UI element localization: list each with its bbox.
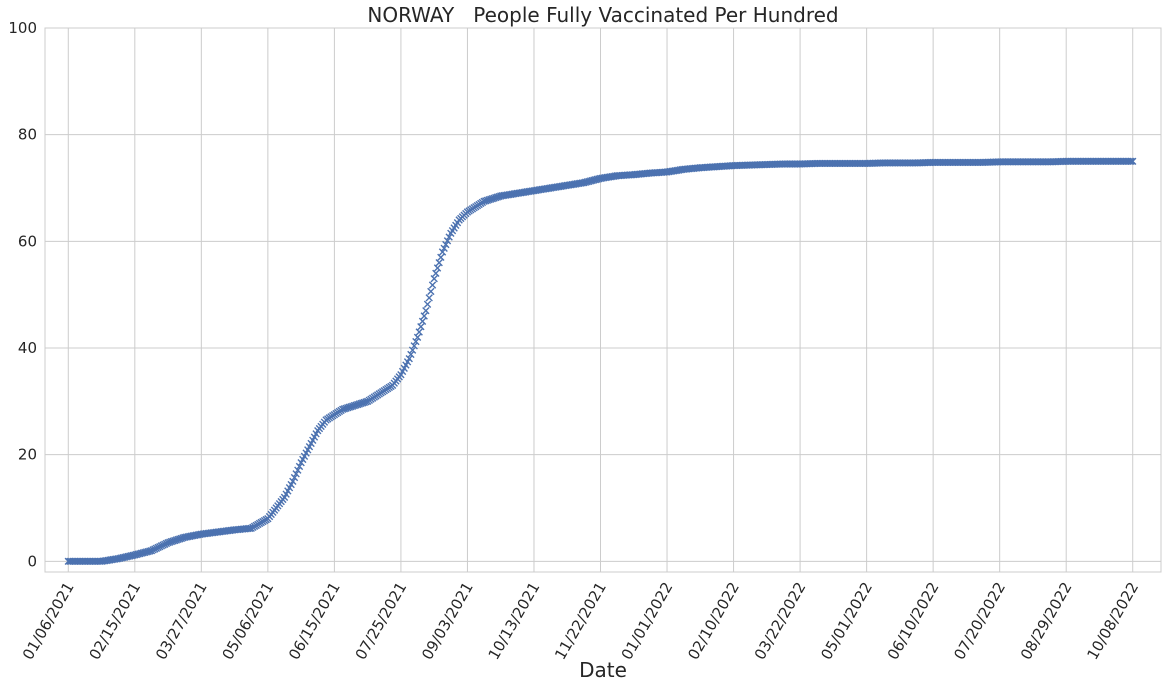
data-point bbox=[422, 306, 430, 315]
y-tick-label: 20 bbox=[18, 446, 37, 464]
data-point bbox=[415, 328, 423, 336]
data-point bbox=[408, 346, 417, 354]
data-point bbox=[425, 294, 433, 302]
data-point bbox=[1127, 157, 1135, 166]
data-point bbox=[407, 350, 415, 359]
data-point bbox=[427, 287, 435, 296]
data-point bbox=[435, 258, 443, 267]
y-tick-label: 80 bbox=[18, 126, 37, 144]
data-points bbox=[64, 157, 1137, 566]
data-point bbox=[294, 466, 302, 474]
data-point bbox=[437, 253, 445, 262]
data-point bbox=[290, 473, 299, 482]
chart-title: NORWAY People Fully Vaccinated Per Hundr… bbox=[367, 3, 838, 27]
data-point bbox=[417, 322, 425, 331]
data-point bbox=[289, 477, 297, 486]
data-point bbox=[440, 244, 448, 252]
data-point bbox=[410, 342, 418, 350]
data-point bbox=[1129, 157, 1137, 166]
data-point bbox=[443, 237, 452, 245]
y-tick-label: 60 bbox=[18, 232, 37, 250]
data-point bbox=[418, 317, 427, 326]
plot-frame bbox=[44, 27, 1162, 573]
data-point bbox=[420, 312, 428, 320]
y-tick-label: 0 bbox=[27, 552, 37, 570]
data-point bbox=[442, 240, 450, 249]
data-point bbox=[405, 354, 413, 363]
y-tick-label: 100 bbox=[8, 19, 37, 37]
data-point bbox=[412, 337, 420, 346]
data-point bbox=[423, 300, 432, 308]
data-point bbox=[413, 333, 422, 342]
data-point bbox=[295, 462, 304, 471]
data-point bbox=[430, 274, 438, 283]
data-point bbox=[428, 281, 437, 289]
grid-lines bbox=[45, 27, 1161, 572]
y-tick-labels: 0 20 40 60 80 100 bbox=[8, 19, 37, 570]
data-point bbox=[445, 233, 453, 241]
data-point bbox=[438, 248, 447, 256]
data-point bbox=[292, 470, 300, 478]
x-axis-label: Date bbox=[579, 658, 627, 682]
data-point bbox=[432, 269, 440, 278]
y-tick-label: 40 bbox=[18, 339, 37, 357]
data-point bbox=[433, 264, 442, 272]
